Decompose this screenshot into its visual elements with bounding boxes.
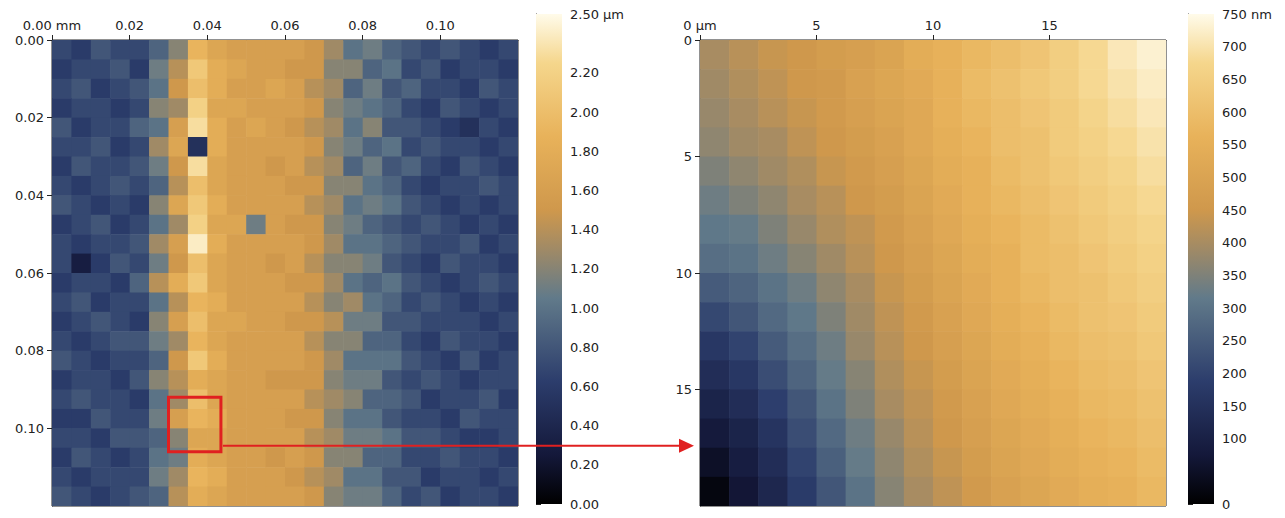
svg-text:0.02: 0.02 — [115, 18, 144, 33]
svg-text:0.80: 0.80 — [570, 340, 599, 355]
svg-text:0.00 mm: 0.00 mm — [23, 18, 81, 33]
svg-text:0.10: 0.10 — [426, 18, 455, 33]
svg-text:5: 5 — [812, 18, 820, 33]
svg-text:0.10: 0.10 — [15, 421, 44, 436]
svg-text:0.20: 0.20 — [570, 457, 599, 472]
svg-text:5: 5 — [684, 149, 692, 164]
svg-text:0.08: 0.08 — [15, 343, 44, 358]
svg-text:400: 400 — [1222, 235, 1247, 250]
svg-text:1.40: 1.40 — [570, 222, 599, 237]
svg-text:450: 450 — [1222, 203, 1247, 218]
svg-text:200: 200 — [1222, 366, 1247, 381]
svg-text:0.08: 0.08 — [348, 18, 377, 33]
svg-text:1.60: 1.60 — [570, 183, 599, 198]
svg-text:0.00: 0.00 — [570, 497, 599, 512]
svg-text:100: 100 — [1222, 431, 1247, 446]
svg-text:0.60: 0.60 — [570, 379, 599, 394]
svg-text:0.40: 0.40 — [570, 418, 599, 433]
svg-text:15: 15 — [1041, 18, 1058, 33]
svg-text:0.02: 0.02 — [15, 110, 44, 125]
svg-text:0.04: 0.04 — [15, 188, 44, 203]
svg-text:0: 0 — [1222, 497, 1230, 512]
svg-text:2.50 µm: 2.50 µm — [570, 7, 624, 22]
svg-text:650: 650 — [1222, 72, 1247, 87]
svg-text:750 nm: 750 nm — [1222, 7, 1272, 22]
svg-text:600: 600 — [1222, 105, 1247, 120]
svg-text:0 µm: 0 µm — [683, 18, 716, 33]
svg-text:350: 350 — [1222, 268, 1247, 283]
svg-text:2.20: 2.20 — [570, 65, 599, 80]
svg-text:0.06: 0.06 — [15, 266, 44, 281]
svg-text:150: 150 — [1222, 399, 1247, 414]
svg-text:0.06: 0.06 — [271, 18, 300, 33]
svg-text:700: 700 — [1222, 39, 1247, 54]
svg-text:0: 0 — [684, 33, 692, 48]
svg-text:0.00: 0.00 — [15, 33, 44, 48]
svg-text:550: 550 — [1222, 137, 1247, 152]
svg-text:500: 500 — [1222, 170, 1247, 185]
svg-text:0.04: 0.04 — [193, 18, 222, 33]
svg-text:1.20: 1.20 — [570, 261, 599, 276]
svg-text:10: 10 — [925, 18, 942, 33]
svg-text:10: 10 — [675, 266, 692, 281]
svg-text:1.00: 1.00 — [570, 301, 599, 316]
svg-text:300: 300 — [1222, 301, 1247, 316]
svg-text:1.80: 1.80 — [570, 144, 599, 159]
svg-text:2.00: 2.00 — [570, 105, 599, 120]
svg-text:250: 250 — [1222, 333, 1247, 348]
svg-text:15: 15 — [675, 382, 692, 397]
